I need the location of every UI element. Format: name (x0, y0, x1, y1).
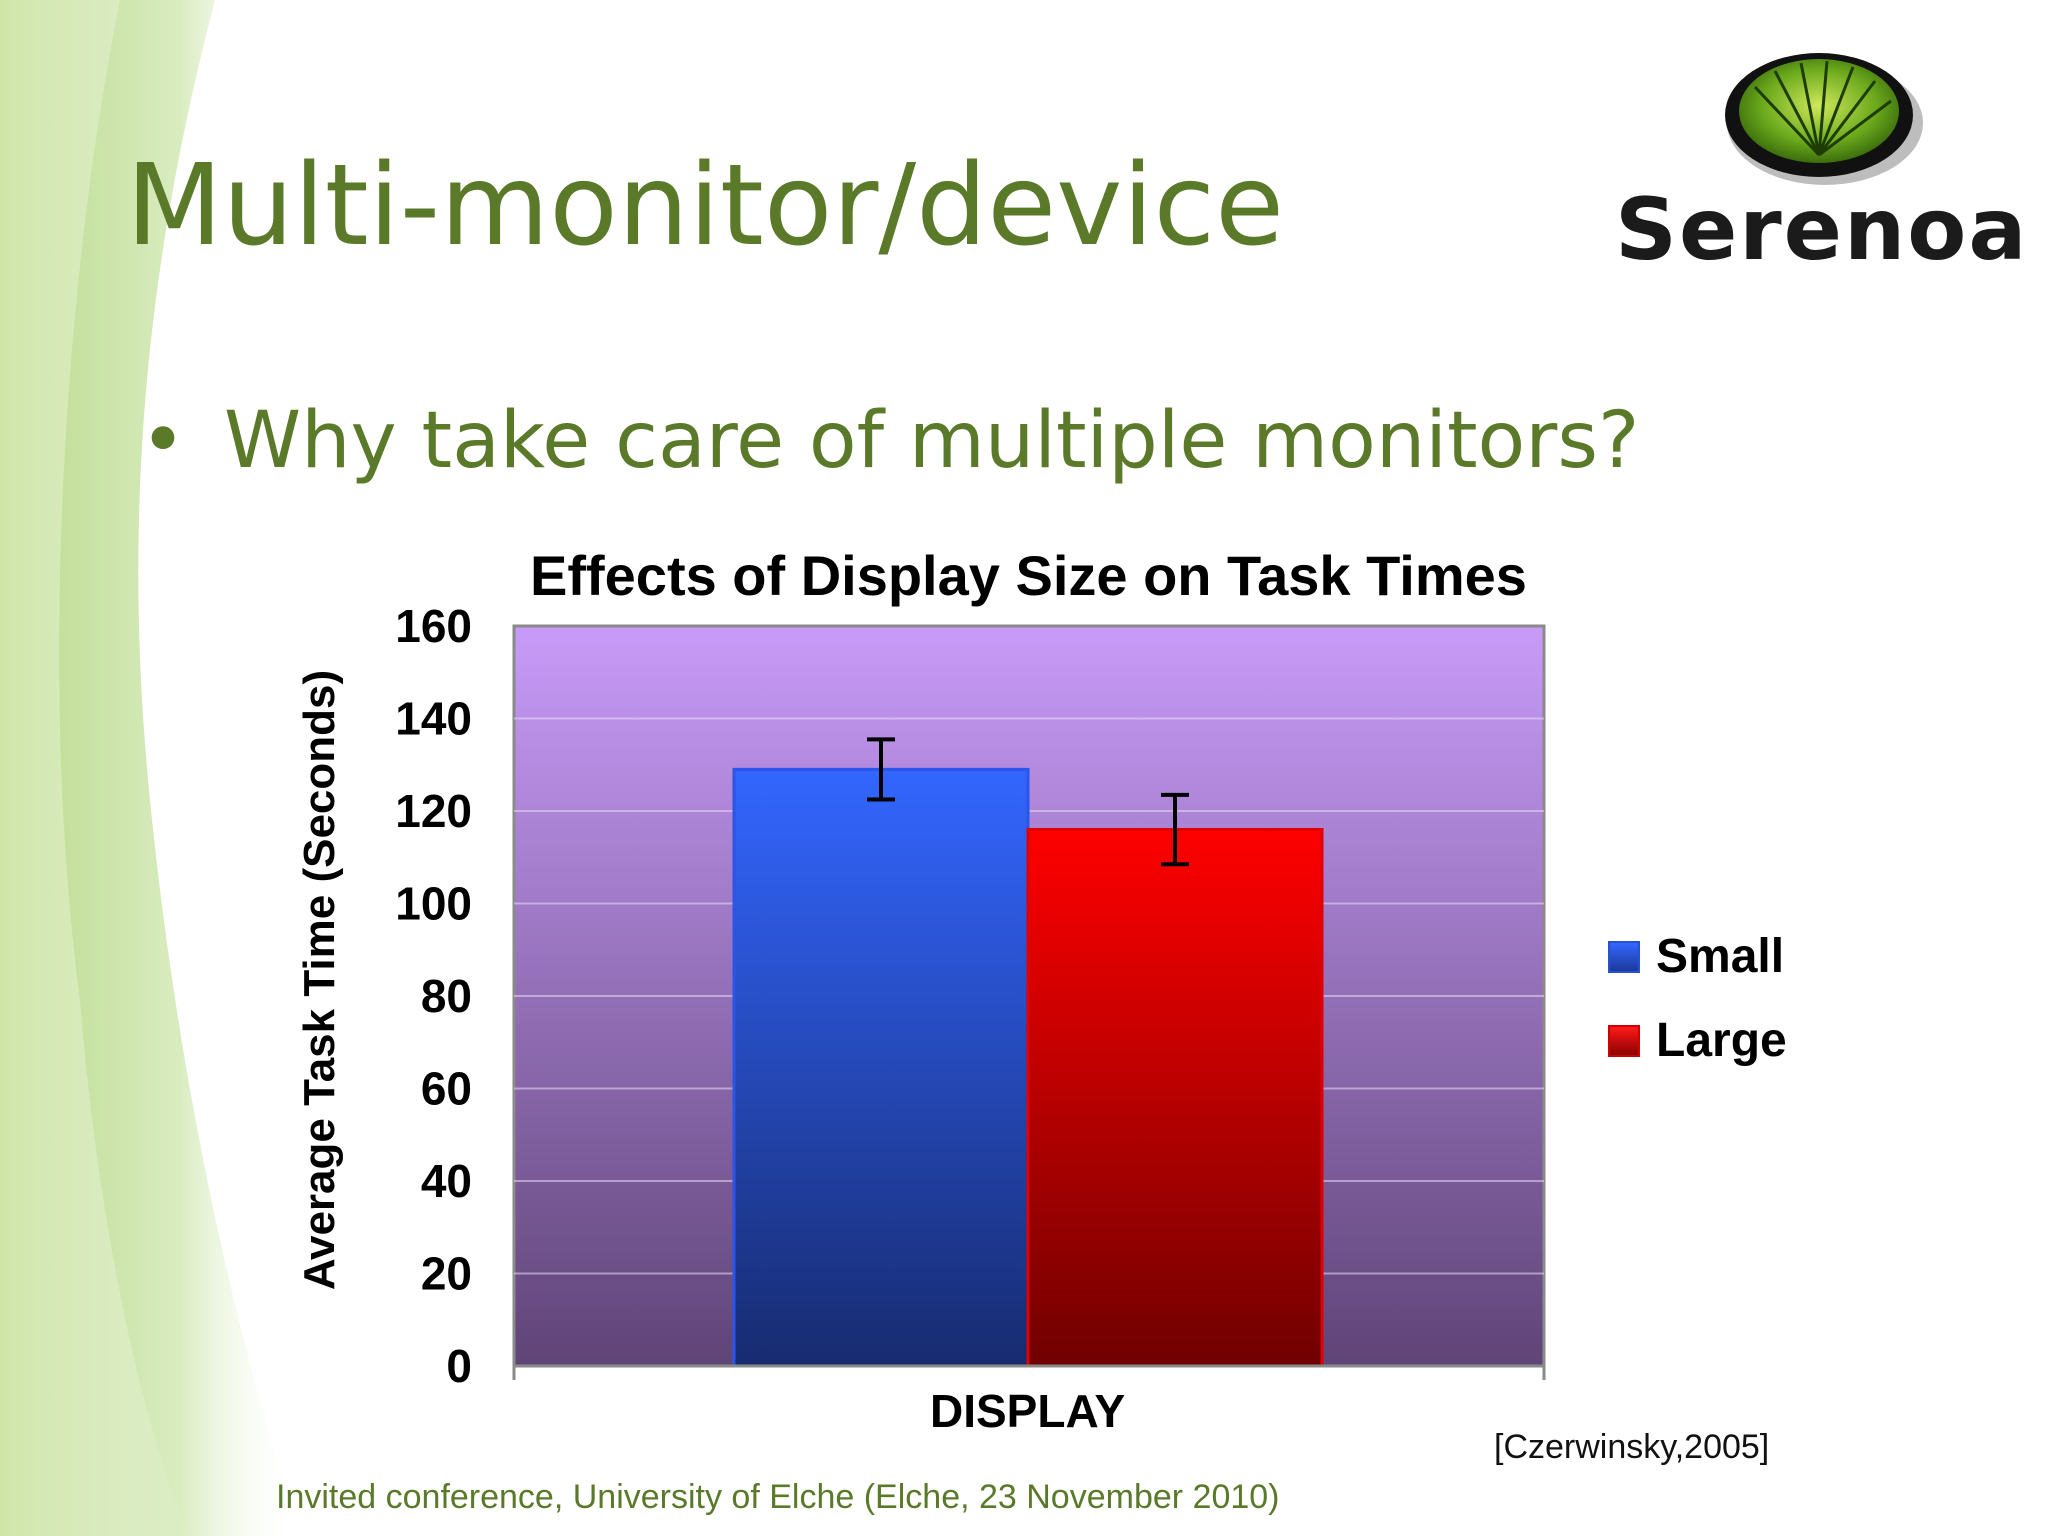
error-bar-small (867, 737, 895, 802)
y-tick-label: 40 (421, 1155, 472, 1207)
chart-legend: Small Large (1608, 930, 1787, 1102)
legend-label-large: Large (1656, 1014, 1787, 1067)
serenoa-logo-icon (1725, 53, 1923, 185)
serenoa-logo: Serenoa (1615, 35, 2029, 280)
y-tick-label: 80 (421, 970, 472, 1022)
bar-large (1026, 828, 1324, 1368)
y-tick-label: 0 (446, 1340, 472, 1392)
y-tick-label: 60 (421, 1063, 472, 1115)
logo-text: Serenoa (1615, 180, 2029, 280)
legend-item-small: Small (1608, 930, 1787, 983)
y-tick-label: 20 (421, 1248, 472, 1300)
error-bar-large (1161, 792, 1189, 867)
chart-title: Effects of Display Size on Task Times (530, 544, 1527, 607)
citation: [Czerwinsky,2005] (1494, 1428, 1770, 1466)
legend-swatch-large (1608, 1025, 1640, 1057)
bars (732, 767, 1324, 1368)
y-tick-label: 160 (395, 600, 472, 652)
bullet-point: • Why take care of multiple monitors? (140, 402, 1639, 480)
bullet-text: Why take care of multiple monitors? (224, 396, 1640, 486)
y-tick-label: 120 (395, 785, 472, 837)
y-tick-label: 140 (395, 693, 472, 745)
slide-title: Multi-monitor/device (126, 141, 1285, 271)
legend-item-large: Large (1608, 1014, 1787, 1067)
bar-small (732, 767, 1030, 1368)
y-tick-label: 100 (395, 878, 472, 930)
footer-text: Invited conference, University of Elche … (276, 1478, 1280, 1516)
legend-swatch-small (1608, 941, 1640, 973)
error-bars (867, 737, 1189, 867)
bullet-dot-icon: • (140, 396, 187, 486)
x-axis-label: DISPLAY (930, 1385, 1126, 1437)
legend-label-small: Small (1656, 930, 1785, 983)
y-tick-labels: 0 20 40 60 80 100 120 140 160 (395, 600, 472, 1392)
